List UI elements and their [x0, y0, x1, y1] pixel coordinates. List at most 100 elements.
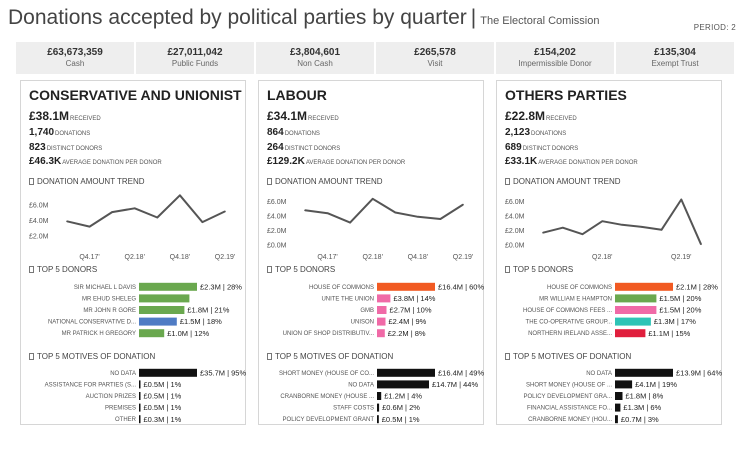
party-panel-conservative: CONSERVATIVE AND UNIONIST £38.1MRECEIVED… [20, 80, 246, 425]
stat-received: £22.8MRECEIVED [505, 107, 577, 125]
stat-donations: 1,740DONATIONS [29, 122, 90, 140]
kpi-label: Visit [427, 59, 443, 68]
period-filter-label[interactable]: PERIOD: 2 [693, 23, 736, 32]
top-donors-bar-chart: SIR MICHAEL L DAVIS £2.3M | 28% MR EHUD SH… [48, 282, 242, 338]
stat-value: £33.1K [505, 156, 538, 167]
stat-value: £34.1M [267, 109, 308, 123]
bar [377, 294, 391, 303]
bar-value-label: £13.9M | 64% [676, 368, 722, 377]
bar [377, 403, 380, 412]
trend-section-title: DONATION AMOUNT TREND [267, 177, 383, 186]
bar [139, 415, 141, 424]
trend-point [133, 207, 136, 210]
bar-value-label: £0.5M | 1% [144, 380, 182, 389]
bar-category-label: CRANBORNE MONEY (HOUSE ... [280, 394, 374, 400]
stat-donations: 2,123DONATIONS [505, 122, 566, 140]
bar [615, 317, 651, 326]
bar [615, 403, 621, 412]
stat-value: 2,123 [505, 127, 531, 138]
bar-value-label: £0.6M | 2% [382, 403, 420, 412]
trend-point [179, 194, 181, 197]
trend-point [224, 210, 226, 213]
bar-value-label: £3.8M | 14% [393, 294, 435, 303]
x-tick-label: Q2.18' [363, 254, 383, 261]
bar-category-label: HOUSE OF COMMONS FEES ... [523, 308, 612, 314]
bar-value-label: £16.4M | 49% [438, 368, 484, 377]
bar [139, 403, 141, 412]
trend-point [601, 220, 604, 222]
kpi-label: Impermissible Donor [518, 59, 592, 68]
bar-value-label: £1.8M | 8% [626, 392, 664, 401]
bar-value-label: £0.5M | 1% [144, 403, 182, 412]
stat-value: £46.3K [29, 156, 62, 167]
stat-label: RECEIVED [546, 116, 577, 122]
kpi-value: £27,011,042 [167, 47, 223, 58]
stat-label: DISTINCT DONORS [284, 146, 341, 152]
party-title: CONSERVATIVE AND UNIONIST [29, 87, 242, 103]
stat-distinct-donors: 823DISTINCT DONORS [29, 137, 102, 155]
x-tick-label: Q4.18' [408, 254, 428, 261]
kpi-label: Cash [65, 59, 85, 68]
kpi-value: £3,804,601 [289, 47, 341, 58]
bar-value-label: £0.3M | 1% [144, 415, 182, 424]
bar [377, 415, 379, 424]
chart-icon [505, 266, 510, 273]
stat-label: DONATIONS [284, 131, 320, 137]
stat-label: RECEIVED [308, 116, 339, 122]
bar-category-label: PREMISES [105, 406, 136, 412]
trend-point [111, 211, 113, 213]
bar [139, 380, 141, 389]
y-tick-label: £6.0M [267, 199, 287, 206]
chart-icon [29, 266, 34, 273]
trend-point [394, 211, 397, 214]
bar [139, 329, 165, 338]
bar-value-label: £1.3M | 6% [623, 403, 661, 412]
bar-category-label: THE CO-OPERATIVE GROUP... [526, 320, 613, 326]
bar [377, 306, 387, 314]
bar-category-label: SHORT MONEY (HOUSE OF ... [526, 382, 612, 388]
chart-icon [505, 353, 510, 360]
bar-category-label: NORTHERN IRELAND ASSE... [528, 331, 612, 337]
bar-value-label: £0.5M | 1% [144, 392, 182, 401]
x-tick-label: Q4.17' [317, 254, 337, 261]
bar-value-label: £1.0M | 12% [167, 329, 209, 338]
trend-point [66, 220, 68, 223]
bar-value-label: £14.7M | 44% [432, 380, 478, 389]
top-donors-bar-chart: HOUSE OF COMMONS £16.4M | 60% UNITE THE UN… [283, 282, 485, 337]
donation-trend-chart: £6.0M £4.0M £2.0M Q4.17' Q2.18' Q4.18' Q2.19' [29, 194, 235, 261]
bar-category-label: SIR MICHAEL L DAVIS [74, 285, 136, 291]
chart-icon [267, 266, 272, 273]
trend-section-title: DONATION AMOUNT TREND [29, 177, 145, 186]
page-subtitle: The Electoral Comission [480, 15, 600, 27]
header: Donations accepted by political parties … [8, 6, 736, 36]
bar [377, 368, 435, 377]
bar [615, 392, 623, 400]
section-label: TOP 5 MOTIVES OF DONATION [275, 352, 394, 361]
x-tick-label: Q4.17' [79, 254, 99, 261]
bar-category-label: ASSISTANCE FOR PARTIES (S... [45, 382, 137, 388]
bar-category-label: UNION OF SHOP DISTRIBUTIV... [283, 331, 375, 337]
trend-line [66, 194, 226, 228]
trend-point [304, 209, 306, 212]
trend-point [641, 226, 643, 228]
kpi-visit: £265,578 Visit [376, 42, 494, 74]
bar-category-label: NO DATA [110, 371, 136, 377]
bar-category-label: SHORT MONEY (HOUSE OF CO... [279, 371, 374, 377]
kpi-cash: £63,673,359 Cash [16, 42, 134, 74]
bar [377, 380, 429, 389]
bar-category-label: HOUSE OF COMMONS [547, 285, 612, 291]
party-title: LABOUR [267, 87, 327, 103]
trend-point [156, 216, 159, 219]
bar-value-label: £2.4M | 9% [388, 317, 426, 326]
title-separator: | [470, 6, 477, 29]
chart-icon [505, 178, 510, 185]
top-donors-section-title: TOP 5 DONORS [267, 265, 335, 274]
y-tick-label: £2.0M [267, 228, 287, 235]
bar [139, 317, 177, 326]
section-label: TOP 5 MOTIVES OF DONATION [37, 352, 156, 361]
stat-label: RECEIVED [70, 116, 101, 122]
motives-bar-chart: NO DATA £35.7M | 95% ASSISTANCE FOR PARTIE… [45, 368, 247, 424]
section-label: TOP 5 DONORS [513, 265, 574, 274]
bar [615, 294, 657, 303]
trend-section-title: DONATION AMOUNT TREND [505, 177, 621, 186]
